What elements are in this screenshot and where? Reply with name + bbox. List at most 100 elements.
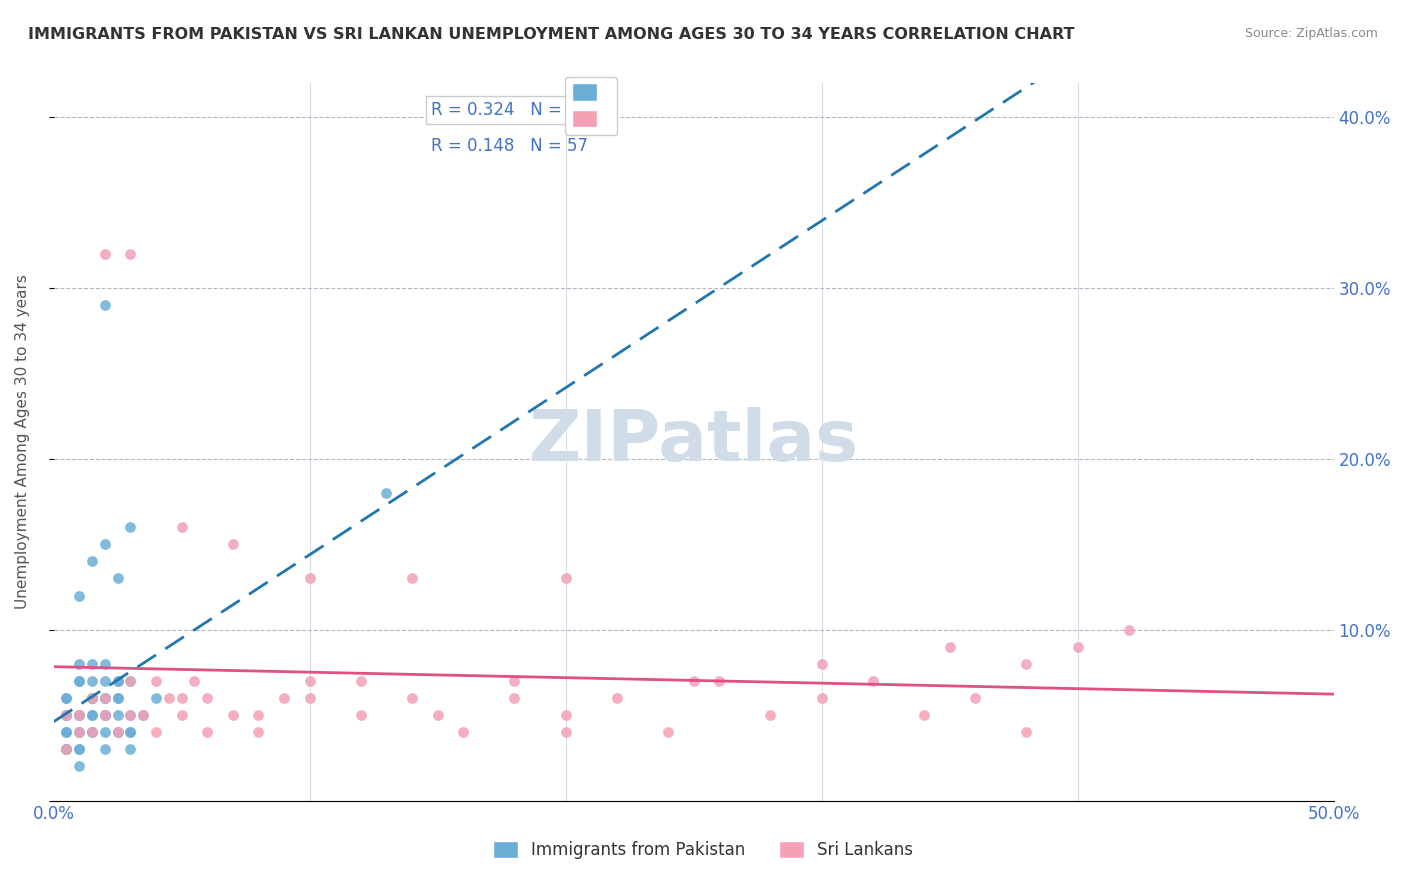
Point	[195, 725, 218, 739]
Point	[120, 246, 142, 260]
Point	[503, 691, 526, 706]
Point	[107, 673, 129, 688]
Point	[170, 520, 193, 534]
Point	[55, 742, 77, 756]
Point	[120, 742, 142, 756]
Point	[55, 708, 77, 723]
Point	[94, 708, 117, 723]
Point	[657, 725, 679, 739]
Point	[80, 725, 103, 739]
Point	[55, 708, 77, 723]
Point	[67, 725, 90, 739]
Point	[80, 708, 103, 723]
Point	[554, 708, 576, 723]
Point	[682, 673, 704, 688]
Text: Source: ZipAtlas.com: Source: ZipAtlas.com	[1244, 27, 1378, 40]
Point	[80, 691, 103, 706]
Point	[965, 691, 987, 706]
Text: IMMIGRANTS FROM PAKISTAN VS SRI LANKAN UNEMPLOYMENT AMONG AGES 30 TO 34 YEARS CO: IMMIGRANTS FROM PAKISTAN VS SRI LANKAN U…	[28, 27, 1074, 42]
Point	[1066, 640, 1088, 654]
Point	[55, 742, 77, 756]
Point	[107, 725, 129, 739]
Point	[94, 537, 117, 551]
Point	[80, 673, 103, 688]
Point	[451, 725, 474, 739]
Point	[80, 554, 103, 568]
Point	[120, 708, 142, 723]
Point	[554, 571, 576, 585]
Point	[55, 691, 77, 706]
Point	[107, 673, 129, 688]
Point	[1015, 725, 1038, 739]
Y-axis label: Unemployment Among Ages 30 to 34 years: Unemployment Among Ages 30 to 34 years	[15, 275, 30, 609]
Point	[709, 673, 731, 688]
Point	[67, 759, 90, 773]
Point	[107, 691, 129, 706]
Text: ZIPatlas: ZIPatlas	[529, 408, 859, 476]
Point	[170, 708, 193, 723]
Point	[401, 571, 423, 585]
Point	[67, 742, 90, 756]
Point	[298, 673, 321, 688]
Point	[94, 246, 117, 260]
Point	[55, 725, 77, 739]
Legend: , : ,	[565, 77, 617, 135]
Text: R = 0.148   N = 57: R = 0.148 N = 57	[432, 137, 588, 155]
Point	[107, 691, 129, 706]
Point	[145, 673, 167, 688]
Point	[94, 691, 117, 706]
Point	[80, 708, 103, 723]
Point	[120, 673, 142, 688]
Point	[862, 673, 884, 688]
Point	[94, 742, 117, 756]
Point	[94, 691, 117, 706]
Point	[94, 657, 117, 671]
Point	[247, 708, 270, 723]
Point	[67, 708, 90, 723]
Point	[759, 708, 782, 723]
Point	[55, 742, 77, 756]
Point	[426, 708, 449, 723]
Point	[120, 725, 142, 739]
Point	[55, 725, 77, 739]
Point	[55, 691, 77, 706]
Point	[401, 691, 423, 706]
Point	[298, 571, 321, 585]
Point	[195, 691, 218, 706]
Point	[145, 725, 167, 739]
Point	[107, 571, 129, 585]
Point	[183, 673, 205, 688]
Point	[1015, 657, 1038, 671]
Point	[503, 673, 526, 688]
Point	[298, 691, 321, 706]
Point	[107, 725, 129, 739]
Point	[67, 657, 90, 671]
Point	[273, 691, 295, 706]
Point	[132, 708, 155, 723]
Point	[94, 708, 117, 723]
Text: R = 0.324   N = 60: R = 0.324 N = 60	[432, 101, 588, 120]
Legend: Immigrants from Pakistan, Sri Lankans: Immigrants from Pakistan, Sri Lankans	[486, 834, 920, 866]
Point	[222, 708, 245, 723]
Point	[912, 708, 935, 723]
Point	[55, 742, 77, 756]
Point	[94, 708, 117, 723]
Point	[132, 708, 155, 723]
Point	[94, 691, 117, 706]
Point	[606, 691, 628, 706]
Point	[55, 708, 77, 723]
Point	[67, 725, 90, 739]
Point	[222, 537, 245, 551]
Point	[810, 691, 832, 706]
Point	[554, 725, 576, 739]
Point	[107, 708, 129, 723]
Point	[80, 657, 103, 671]
Point	[120, 673, 142, 688]
Point	[94, 708, 117, 723]
Point	[810, 657, 832, 671]
Point	[67, 742, 90, 756]
Point	[67, 708, 90, 723]
Point	[247, 725, 270, 739]
Point	[145, 691, 167, 706]
Point	[80, 725, 103, 739]
